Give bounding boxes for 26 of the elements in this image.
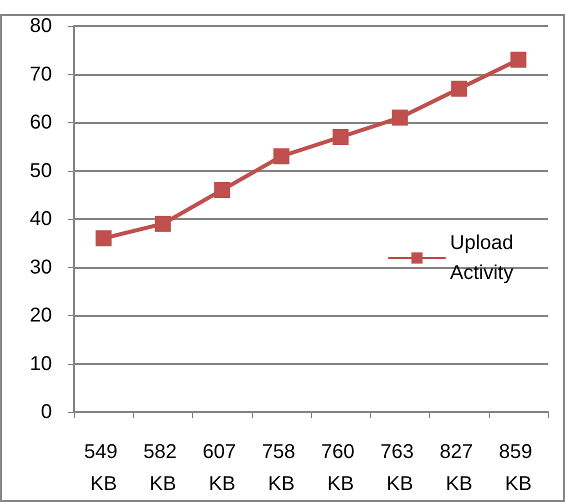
x-tick-label: 763 KB [380, 441, 420, 495]
point [273, 148, 290, 164]
y-tick-label: 70 [30, 63, 52, 86]
y-tick-label: 80 [30, 15, 52, 37]
y-tick-label: 0 [40, 401, 52, 423]
point [451, 80, 468, 97]
x-tick-label: 827 KB [440, 441, 479, 495]
point [96, 230, 112, 246]
y-tick-label: 50 [30, 160, 52, 182]
point [510, 52, 526, 68]
point [154, 216, 171, 232]
x-tick-label: 549 KB [84, 441, 124, 495]
legend-label: Upload Activity [450, 232, 519, 284]
point [214, 182, 230, 198]
x-tick-label: 582 KB [143, 441, 182, 495]
x-tick-label: 607 KB [202, 441, 242, 495]
x-tick-label: 758 KB [262, 441, 301, 495]
point [332, 128, 349, 145]
y-tick-label: 40 [30, 208, 52, 230]
y-tick-label: 30 [30, 256, 52, 278]
y-tick-label: 10 [30, 352, 52, 375]
x-tick-label: 760 KB [321, 441, 360, 495]
y-tick-label: 20 [30, 304, 52, 326]
point [392, 110, 408, 126]
y-tick-label: 60 [30, 112, 52, 134]
x-tick-label: 859 KB [498, 441, 538, 495]
